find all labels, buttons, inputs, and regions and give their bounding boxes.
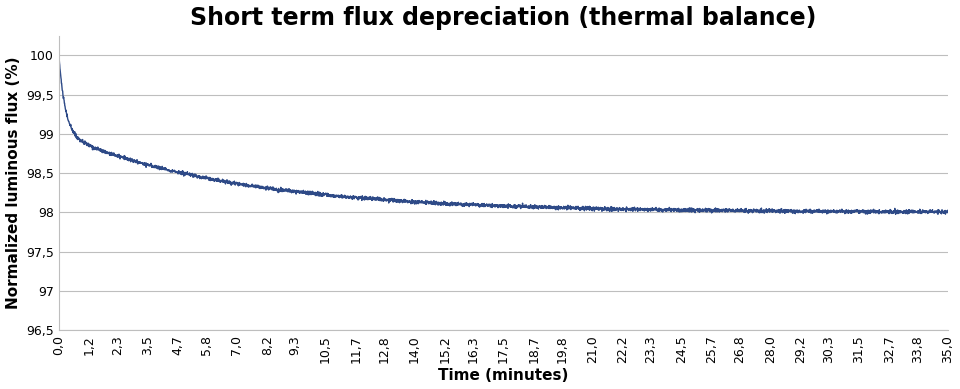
Y-axis label: Normalized luminous flux (%): Normalized luminous flux (%) <box>6 57 20 309</box>
Title: Short term flux depreciation (thermal balance): Short term flux depreciation (thermal ba… <box>190 5 817 30</box>
X-axis label: Time (minutes): Time (minutes) <box>438 368 568 384</box>
